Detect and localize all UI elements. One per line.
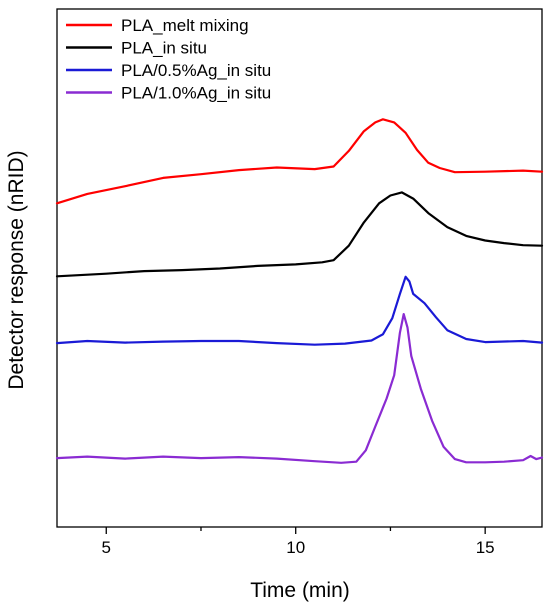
x-axis-title: Time (min) <box>250 579 350 602</box>
x-tick-label: 10 <box>286 538 305 557</box>
y-axis-title: Detector response (nRID) <box>5 150 28 389</box>
legend-label: PLA_melt mixing <box>121 16 249 35</box>
series-lines <box>55 118 544 464</box>
plot-area-frame <box>56 8 543 528</box>
series-line-1 <box>55 118 544 205</box>
legend-label: PLA_in situ <box>121 39 207 58</box>
x-tick-label: 5 <box>102 538 111 557</box>
x-tick-label: 15 <box>476 538 495 557</box>
legend-label: PLA/0.5%Ag_in situ <box>121 61 271 80</box>
legend: PLA_melt mixing PLA_in situ PLA/0.5%Ag_in … <box>66 16 271 103</box>
x-axis-ticks: 5 10 15 <box>102 527 495 557</box>
series-line-3 <box>55 275 544 346</box>
series-line-4 <box>55 313 544 464</box>
series-line-2 <box>55 191 544 278</box>
legend-label: PLA/1.0%Ag_in situ <box>121 84 271 103</box>
